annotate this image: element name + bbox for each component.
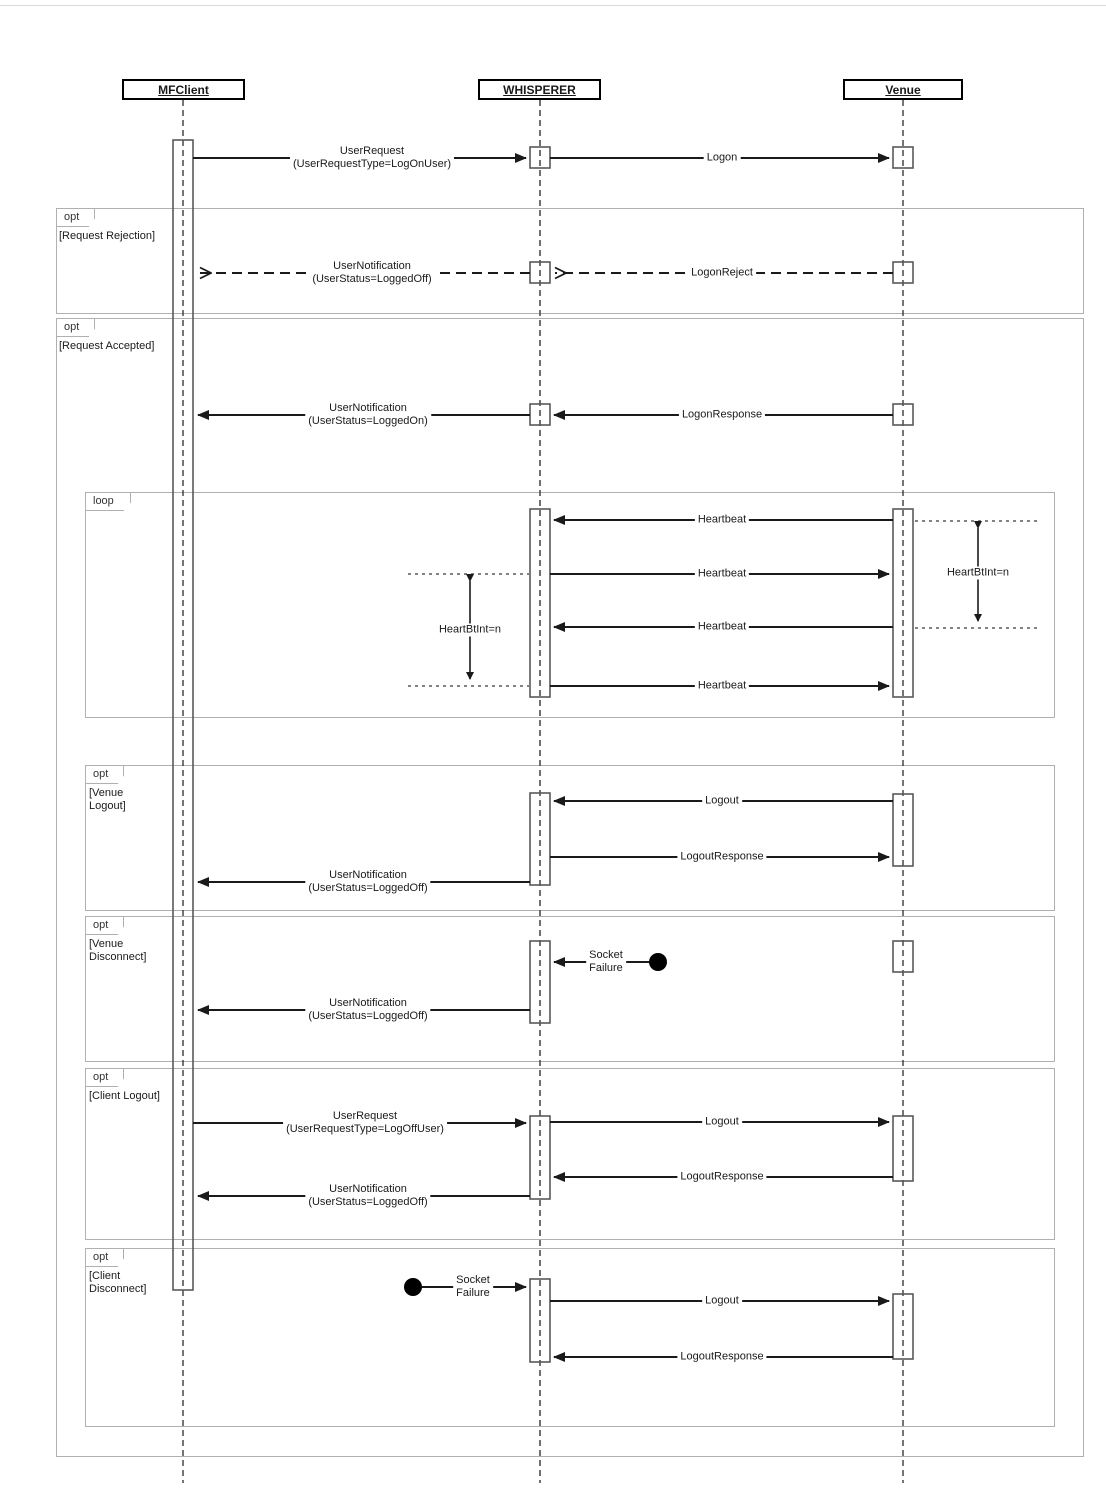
fragment-opt-request-rejection	[56, 208, 1084, 314]
heartbeat-interval-arrows	[466, 521, 982, 680]
fragment-guard: [Request Rejection]	[59, 230, 155, 242]
fragment-guard: [Request Accepted]	[59, 340, 155, 352]
msg-logout-client: Logout	[702, 1115, 742, 1129]
fragment-guard: [Client Logout]	[89, 1090, 160, 1102]
msg-user-request-logon: UserRequest (UserRequestType=LogOnUser)	[289, 145, 455, 171]
fragment-operator-label: opt	[85, 765, 124, 784]
fragment-opt-client-logout	[85, 1068, 1055, 1240]
fragment-opt-client-disconnect	[85, 1248, 1055, 1427]
msg-logon: Logon	[703, 151, 741, 165]
activation-bars	[172, 139, 914, 1363]
anno-heartbtint-right: HeartBtInt=n	[943, 566, 1013, 580]
lifeline-header-whisperer: WHISPERER	[478, 79, 601, 100]
fragment-operator-label: opt	[56, 318, 95, 337]
top-divider	[0, 5, 1106, 6]
message-arrows-solid	[193, 153, 893, 1362]
fragment-operator-label: opt	[56, 208, 95, 227]
found-message-endpoint-icon	[404, 953, 667, 1296]
fragment-guard: [Venue Logout]	[89, 787, 126, 812]
msg-heartbeat-3: Heartbeat	[694, 620, 750, 634]
lifeline-header-mfclient: MFClient	[122, 79, 245, 100]
fragment-opt-venue-disconnect	[85, 916, 1055, 1062]
msg-heartbeat-2: Heartbeat	[694, 567, 750, 581]
msg-user-notification-venue-logout: UserNotification (UserStatus=LoggedOff)	[305, 869, 431, 895]
msg-user-notification-loggedoff-reject: UserNotification (UserStatus=LoggedOff)	[309, 260, 435, 286]
msg-logout-venue: Logout	[702, 794, 742, 808]
msg-logon-response: LogonResponse	[678, 408, 766, 422]
msg-heartbeat-4: Heartbeat	[694, 679, 750, 693]
fragment-loop-heartbeat	[85, 492, 1055, 718]
msg-socket-failure-client: Socket Failure	[453, 1274, 493, 1300]
heartbeat-interval-guides	[408, 520, 1040, 687]
msg-logout-response-client: LogoutResponse	[677, 1170, 767, 1184]
fragment-operator-label: opt	[85, 1068, 124, 1087]
msg-logout-response-client-disconnect: LogoutResponse	[677, 1350, 767, 1364]
msg-heartbeat-1: Heartbeat	[694, 513, 750, 527]
msg-user-request-logoff: UserRequest (UserRequestType=LogOffUser)	[283, 1110, 447, 1136]
fragment-guard: [Venue Disconnect]	[89, 938, 147, 963]
fragment-opt-venue-logout	[85, 765, 1055, 911]
msg-user-notification-loggedon: UserNotification (UserStatus=LoggedOn)	[305, 402, 431, 428]
msg-user-notification-venue-disconnect: UserNotification (UserStatus=LoggedOff)	[305, 997, 431, 1023]
fragment-operator-label: opt	[85, 916, 124, 935]
fragment-operator-label: opt	[85, 1248, 124, 1267]
anno-heartbtint-left: HeartBtInt=n	[435, 623, 505, 637]
msg-logout-response-venue: LogoutResponse	[677, 850, 767, 864]
msg-user-notification-client-logout: UserNotification (UserStatus=LoggedOff)	[305, 1183, 431, 1209]
fragment-opt-request-accepted	[56, 318, 1084, 1457]
msg-logout-client-disconnect: Logout	[702, 1294, 742, 1308]
msg-logon-reject: LogonReject	[688, 266, 756, 280]
fragment-guard: [Client Disconnect]	[89, 1270, 147, 1295]
lifeline-header-venue: Venue	[843, 79, 963, 100]
msg-socket-failure-venue: Socket Failure	[586, 949, 626, 975]
fragment-operator-label: loop	[85, 492, 131, 511]
